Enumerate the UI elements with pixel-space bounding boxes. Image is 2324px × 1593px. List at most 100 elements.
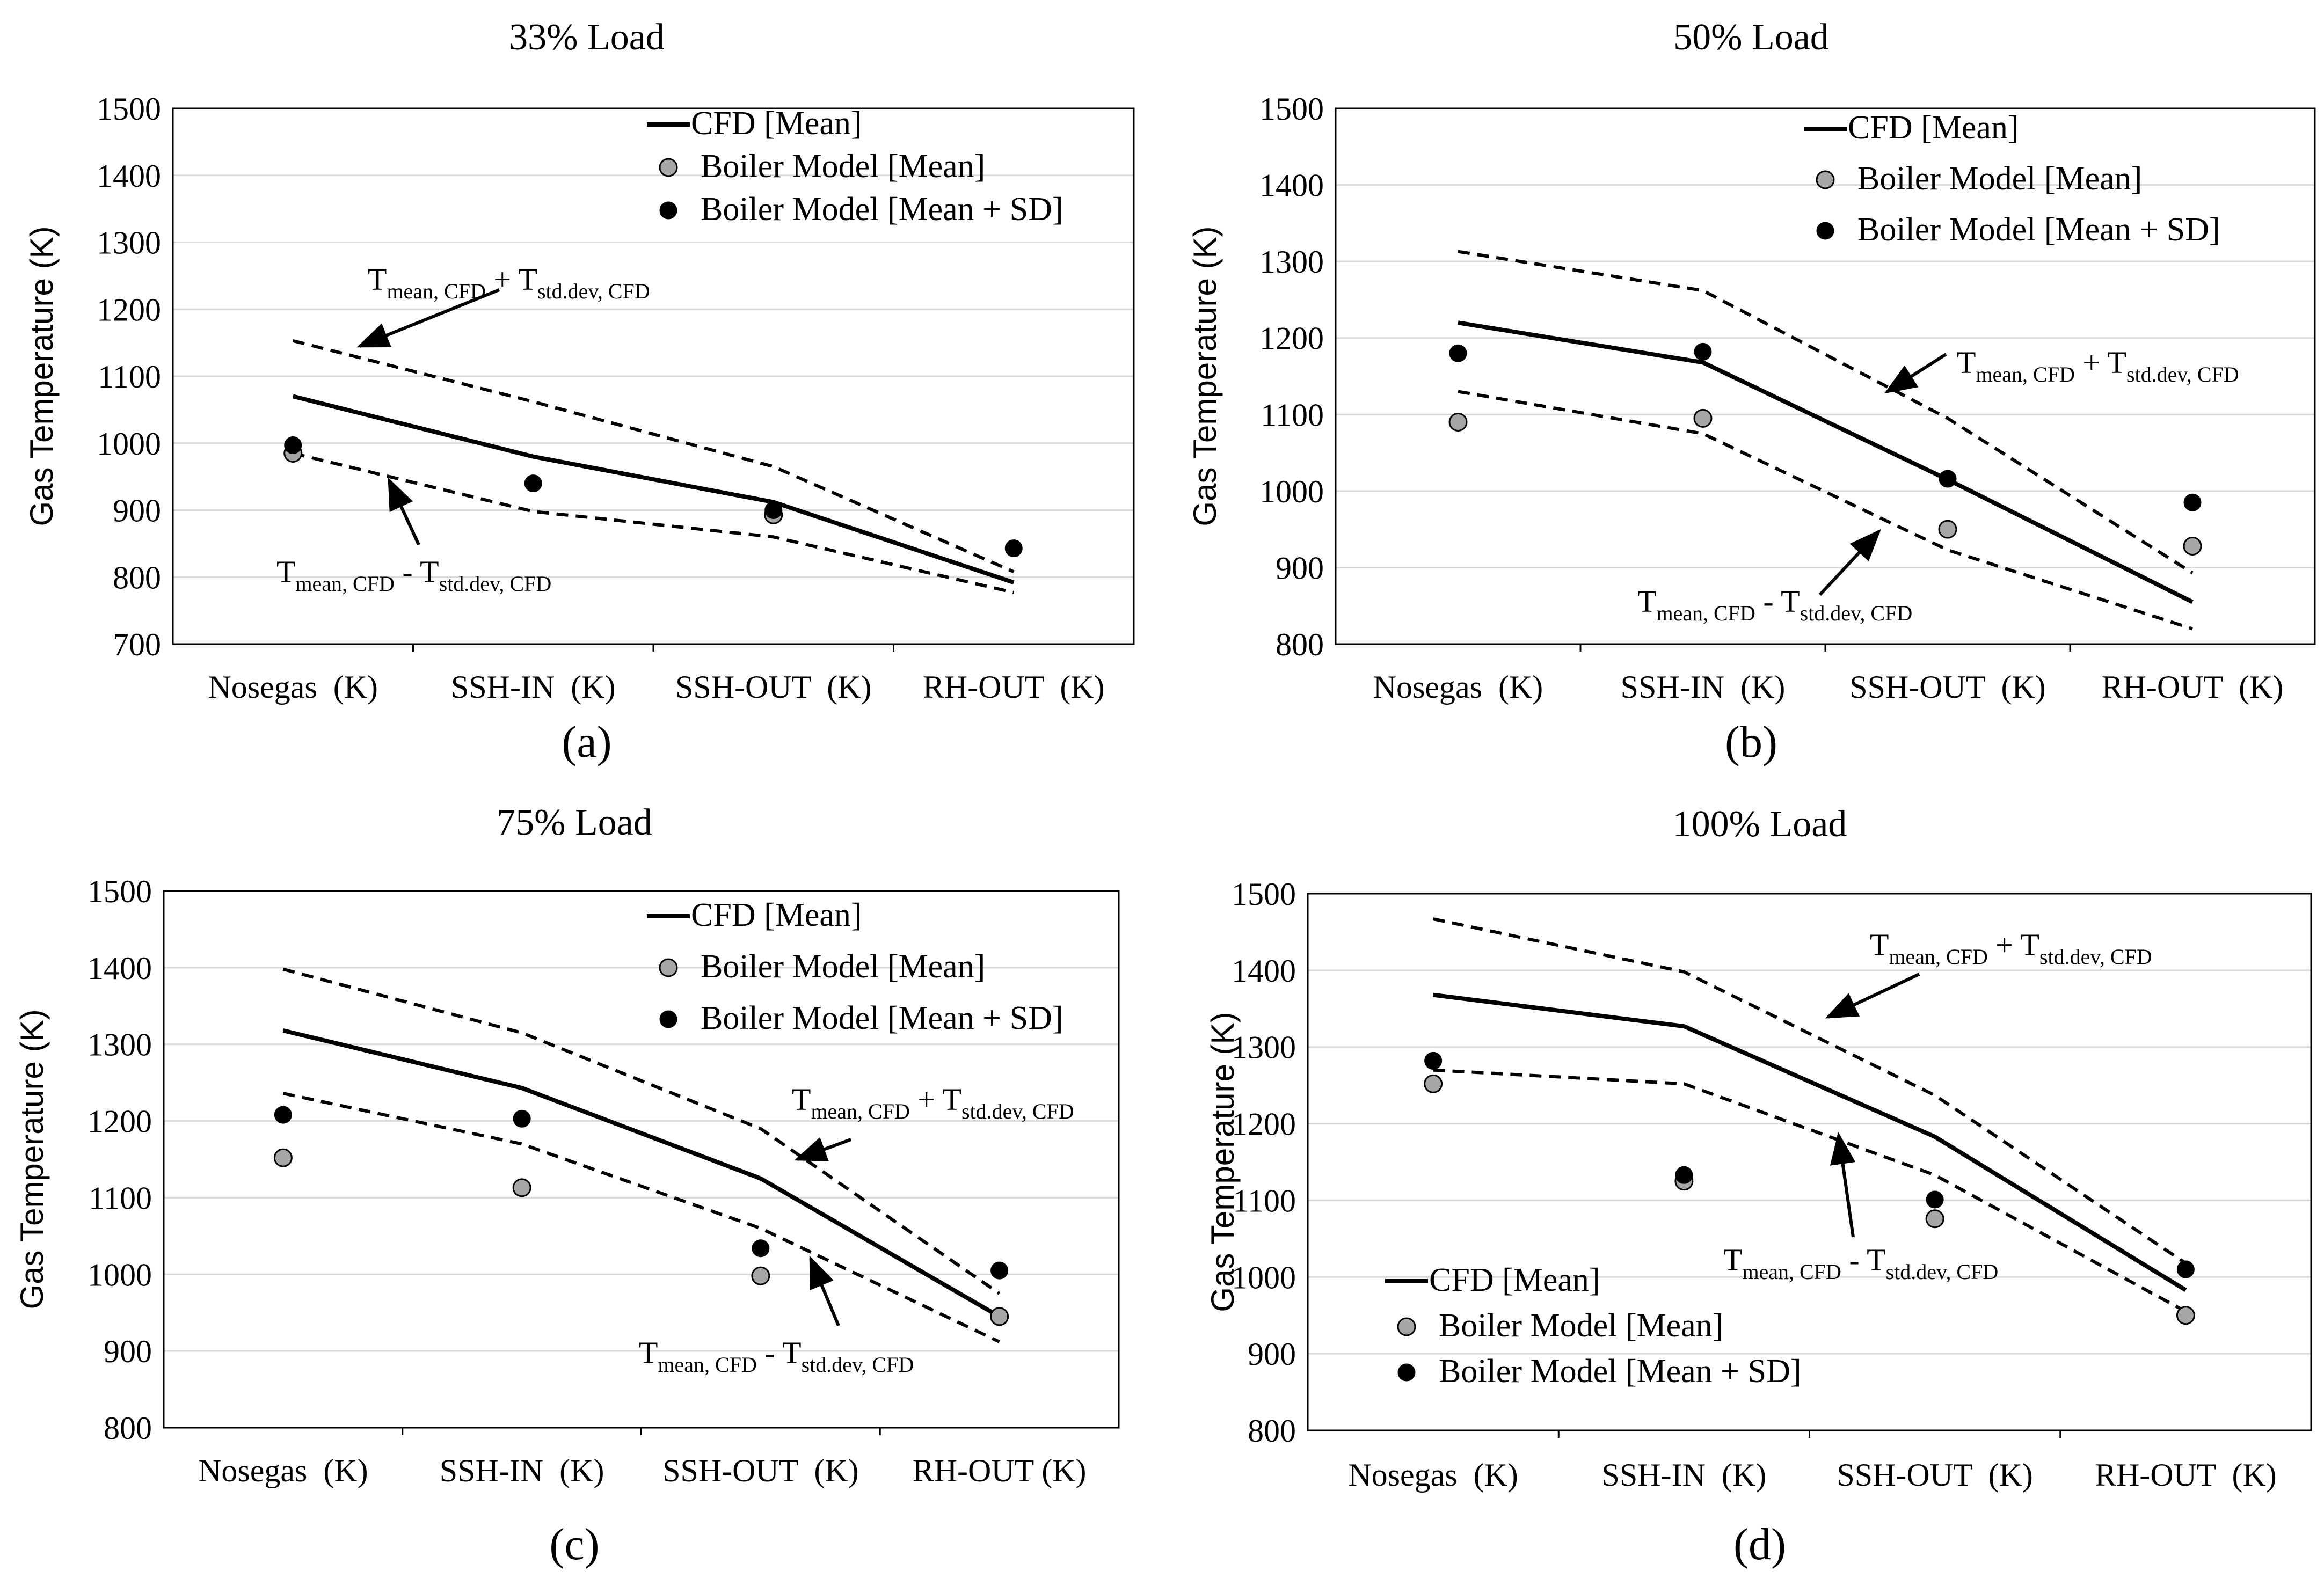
legend-swatch-gray-dot xyxy=(659,958,678,977)
y-axis-label: Gas Temperature (K) xyxy=(1205,1012,1241,1312)
annotation-upper-band: Tmean, CFD + Tstd.dev, CFD xyxy=(1957,345,2239,386)
y-tick-label: 1400 xyxy=(1232,953,1296,989)
boiler-model-mean-sd-point xyxy=(990,1261,1009,1280)
boiler-model-mean-sd-point xyxy=(284,436,302,454)
boiler-model-mean-sd-point xyxy=(1675,1166,1693,1184)
y-tick-label: 1400 xyxy=(1259,168,1324,203)
annotation-upper-band: Tmean, CFD + Tstd.dev, CFD xyxy=(1870,927,2152,969)
legend-swatch-black-dot xyxy=(1816,222,1834,240)
x-tick-label: SSH-IN (K) xyxy=(1621,669,1786,705)
x-tick-label: SSH-OUT (K) xyxy=(675,669,872,705)
y-tick-label: 1300 xyxy=(1232,1030,1296,1065)
boiler-model-mean-point xyxy=(1925,1209,1944,1229)
boiler-model-mean-point xyxy=(1448,413,1468,432)
cfd-upper-band-line xyxy=(282,967,1001,1295)
cfd-lower-band-line xyxy=(1433,1068,2187,1313)
y-tick-label: 1300 xyxy=(1259,244,1324,280)
y-tick-label: 1000 xyxy=(1259,474,1324,509)
legend: CFD [Mean] Boiler Model [Mean] Boiler Mode… xyxy=(1385,1262,1802,1390)
legend: CFD [Mean] Boiler Model [Mean] Boiler Mode… xyxy=(647,105,1063,228)
annotation-lower-band: Tmean, CFD - Tstd.dev, CFD xyxy=(276,554,551,596)
y-tick-label: 1100 xyxy=(98,359,161,394)
y-tick-label: 1300 xyxy=(88,1027,152,1063)
x-tick-label: RH-OUT (K) xyxy=(913,1453,1087,1488)
boiler-model-mean-point xyxy=(751,1266,770,1285)
y-tick-label: 1100 xyxy=(89,1180,152,1216)
boiler-model-mean-sd-point xyxy=(1939,470,1957,488)
cfd-upper-band-line xyxy=(1432,917,2187,1265)
legend-label: CFD [Mean] xyxy=(691,897,862,933)
y-tick-label: 1400 xyxy=(88,951,152,986)
x-tick-label: SSH-OUT (K) xyxy=(1849,669,2046,705)
y-tick-label: 1000 xyxy=(1232,1260,1296,1295)
y-tick-label: 1000 xyxy=(88,1257,152,1292)
panel-label: (d) xyxy=(1733,1519,1786,1569)
y-axis-label: Gas Temperature (K) xyxy=(14,1009,50,1309)
y-tick-label: 1500 xyxy=(1232,876,1296,912)
legend-swatch-black-dot xyxy=(659,1010,677,1028)
y-tick-label: 1200 xyxy=(97,292,161,327)
chart-panel-b: 50% Load 800 900 1000 1100 1200 1300 1400 1500 No… xyxy=(1187,17,2316,767)
legend-label: Boiler Model [Mean + SD] xyxy=(701,1000,1063,1036)
y-tick-label: 800 xyxy=(1276,627,1324,662)
y-tick-label: 900 xyxy=(1248,1336,1296,1372)
y-tick-label: 1000 xyxy=(97,426,161,462)
boiler-model-mean-sd-point xyxy=(524,474,542,493)
plot-area xyxy=(1307,893,2312,1431)
y-tick-label: 900 xyxy=(104,1334,152,1369)
boiler-model-mean-sd-point xyxy=(2183,493,2202,511)
x-tick-label: SSH-IN (K) xyxy=(1602,1457,1767,1493)
y-tick-label: 800 xyxy=(113,560,161,595)
legend-label: Boiler Model [Mean] xyxy=(1857,160,2142,197)
annotation-arrow xyxy=(1818,529,1882,596)
boiler-model-mean-sd-point xyxy=(764,501,783,519)
boiler-model-mean-point xyxy=(1938,520,1957,539)
panel-label: (a) xyxy=(562,717,611,767)
y-tick-label: 1500 xyxy=(97,91,161,127)
x-tick-label: Nosegas (K) xyxy=(198,1453,368,1488)
legend-label: Boiler Model [Mean + SD] xyxy=(1857,211,2220,248)
boiler-model-mean-sd-point xyxy=(513,1109,531,1128)
boiler-model-mean-sd-point xyxy=(2176,1260,2195,1278)
cfd-mean-line xyxy=(282,1028,1001,1319)
legend-label: Boiler Model [Mean + SD] xyxy=(1439,1353,1802,1390)
chart-panel-a: 33% Load 700 800 900 1000 1100 1200 1300 1400 150… xyxy=(24,17,1135,767)
boiler-model-mean-point xyxy=(273,1148,293,1167)
legend-label: Boiler Model [Mean] xyxy=(701,148,985,185)
annotation-arrow xyxy=(1830,1132,1856,1238)
legend-swatch-black-dot xyxy=(659,201,677,220)
boiler-model-mean-sd-point xyxy=(1694,342,1712,361)
boiler-model-mean-point xyxy=(2183,537,2202,556)
legend: CFD [Mean] Boiler Model [Mean] Boiler Mode… xyxy=(1804,109,2220,248)
chart-panel-c: 75% Load 800 900 1000 1100 1200 1300 1400 1500 No… xyxy=(14,802,1120,1569)
cfd-mean-line xyxy=(1433,992,2187,1292)
legend-label: Boiler Model [Mean] xyxy=(1439,1307,1723,1344)
legend-swatch-gray-dot xyxy=(659,158,678,177)
y-tick-label: 1500 xyxy=(88,874,152,909)
legend-label: CFD [Mean] xyxy=(691,105,862,142)
cfd-lower-band-line xyxy=(293,451,1014,594)
boiler-model-mean-point xyxy=(512,1178,531,1197)
y-tick-label: 1400 xyxy=(97,158,161,194)
y-axis-label: Gas Temperature (K) xyxy=(24,226,60,526)
legend-swatch-gray-dot xyxy=(1397,1317,1416,1336)
x-tick-label: SSH-IN (K) xyxy=(440,1453,604,1488)
y-tick-label: 800 xyxy=(104,1411,152,1446)
boiler-model-mean-sd-point xyxy=(1424,1051,1443,1070)
y-tick-label: 1300 xyxy=(97,225,161,261)
x-tick-label: Nosegas (K) xyxy=(208,669,378,705)
boiler-model-mean-point xyxy=(1424,1074,1443,1093)
x-tick-label: RH-OUT (K) xyxy=(2102,669,2284,705)
legend-label: CFD [Mean] xyxy=(1429,1262,1600,1298)
x-tick-label: Nosegas (K) xyxy=(1348,1457,1518,1493)
x-tick-label: RH-OUT (K) xyxy=(923,669,1105,705)
boiler-model-mean-point xyxy=(990,1307,1009,1326)
legend-label: Boiler Model [Mean + SD] xyxy=(701,191,1063,228)
annotation-arrow xyxy=(1825,973,1920,1019)
annotation-arrow xyxy=(356,288,500,348)
cfd-mean-line xyxy=(292,394,1015,584)
chart-title: 50% Load xyxy=(1673,17,1829,58)
y-tick-label: 900 xyxy=(1276,550,1324,586)
annotation-lower-band: Tmean, CFD - Tstd.dev, CFD xyxy=(639,1335,914,1377)
